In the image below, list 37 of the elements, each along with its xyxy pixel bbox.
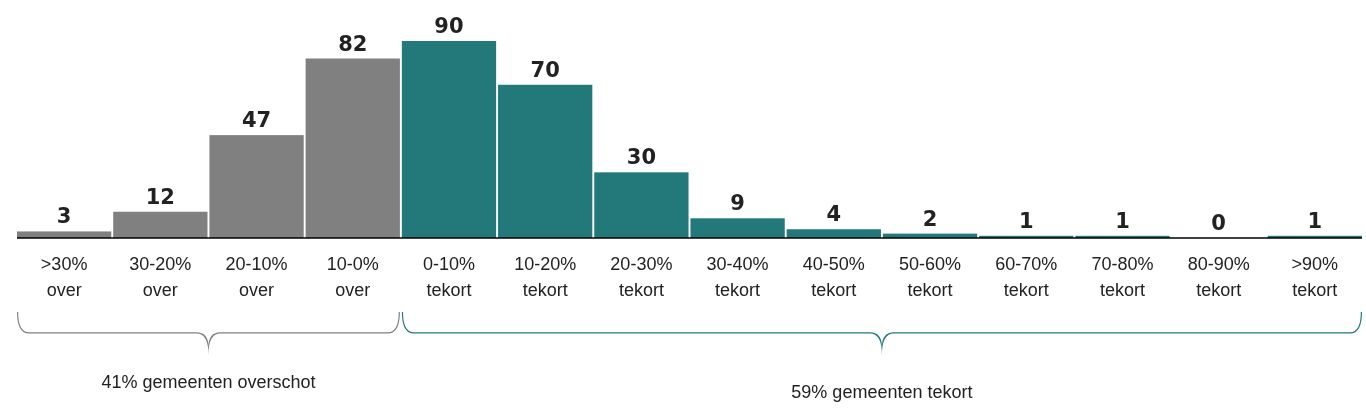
x-tick-label: 20-10% over [225,254,288,300]
x-tick-label: >30% over [40,254,88,300]
bar [209,135,304,238]
bar [498,84,593,238]
x-tick-label: 20-30% tekort [610,254,673,300]
data-label: 3 [56,204,72,229]
data-label: 1 [1307,208,1323,233]
x-tick-label: 70-80% tekort [1091,254,1154,300]
data-label: 1 [1115,208,1130,233]
x-tick-label: 30-40% tekort [706,254,769,300]
bar [786,229,881,238]
data-label: 47 [241,108,272,133]
data-label: 1 [1018,208,1034,233]
bar [113,211,208,238]
x-tick-label: 60-70% tekort [995,254,1058,300]
x-tick-label: 80-90% tekort [1187,254,1250,300]
x-tick-label: 50-60% tekort [899,254,962,300]
x-tick-label: 40-50% tekort [802,254,865,300]
x-tick-label: 10-0% over [326,254,379,300]
x-tick-label: 0-10% tekort [422,254,475,300]
data-label: 4 [826,202,842,227]
data-label: 2 [922,206,938,231]
bar [401,41,497,238]
data-label: 12 [145,184,175,209]
data-label: 90 [434,14,464,38]
text: 41% gemeenten overschot [101,372,316,392]
data-label: 9 [730,191,745,216]
data-label: 70 [530,57,560,82]
text: 59% gemeenten tekort [791,382,973,402]
bar [305,58,400,238]
bar [17,231,112,238]
data-label: 30 [626,145,657,170]
x-tick-label: 10-20% tekort [514,254,577,300]
data-label: 0 [1211,211,1226,235]
x-tick-label: >90% tekort [1291,254,1339,300]
x-tick-label: 30-20% over [129,254,192,300]
data-label: 82 [338,31,368,56]
